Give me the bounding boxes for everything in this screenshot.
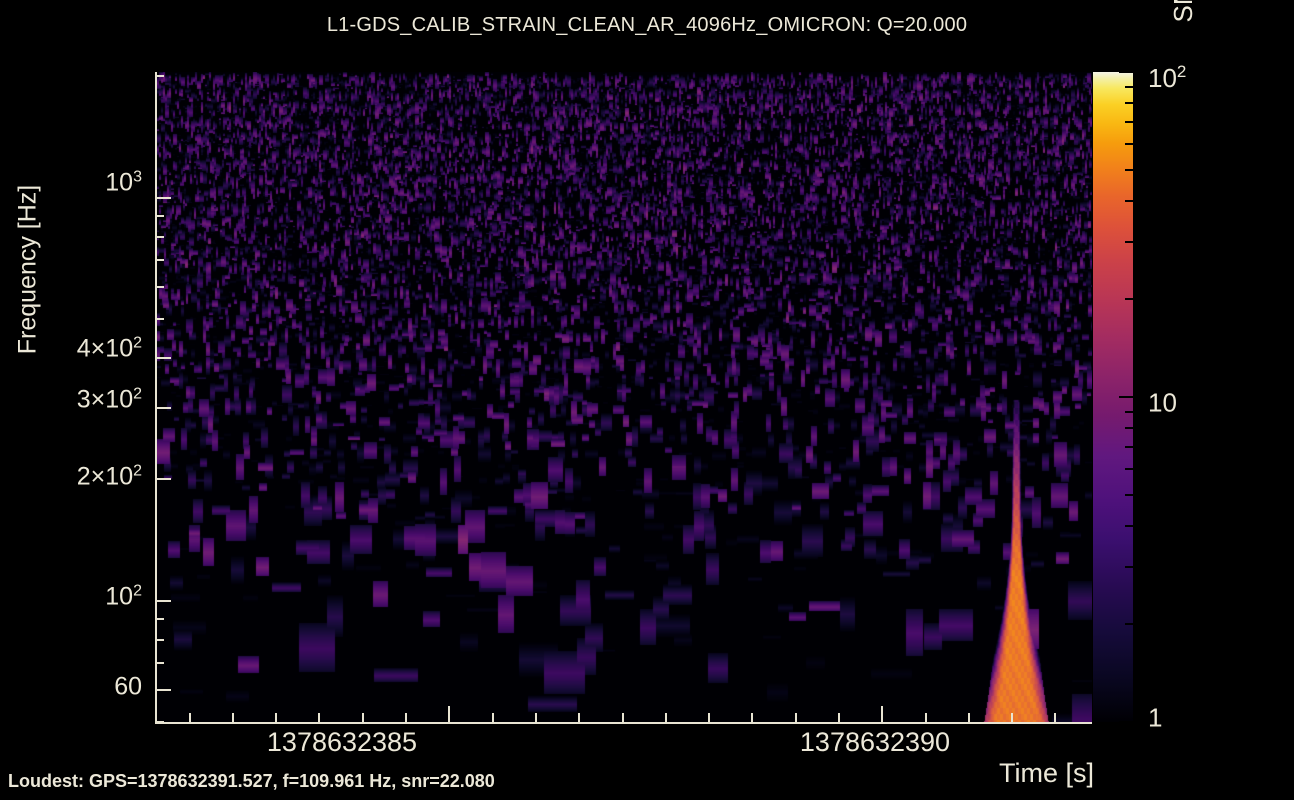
colorbar-tick: [1125, 168, 1133, 171]
colorbar-tick: [1125, 623, 1133, 626]
colorbar-tick: [1125, 427, 1133, 430]
y-axis-title: Frequency [Hz]: [13, 184, 42, 355]
colorbar-tick: [1119, 396, 1133, 398]
x-tick: [837, 713, 840, 722]
x-tick: [188, 713, 191, 722]
colorbar[interactable]: [1093, 71, 1133, 723]
x-tick: [1011, 713, 1014, 722]
x-tick: [708, 713, 711, 722]
loudest-event-status: Loudest: GPS=1378632391.527, f=109.961 H…: [8, 771, 495, 791]
x-tick: [664, 713, 667, 722]
colorbar-title: SNR: [1168, 0, 1199, 60]
colorbar-tick: [1119, 721, 1133, 723]
x-tick: [881, 706, 884, 722]
x-tick: [621, 713, 624, 722]
x-axis-title: Time [s]: [998, 758, 1094, 788]
y-tick: [155, 235, 164, 238]
x-tick: [967, 713, 970, 722]
colorbar-tick: [1125, 121, 1133, 124]
x-tick: [275, 713, 278, 722]
y-tick: [155, 356, 171, 359]
y-tick: [155, 75, 164, 78]
y-tick: [155, 285, 164, 288]
colorbar-tick: [1125, 143, 1133, 146]
colorbar-tick: [1125, 410, 1133, 413]
x-tick: [534, 713, 537, 722]
x-tick: [578, 713, 581, 722]
colorbar-tick: [1119, 71, 1133, 73]
colorbar-tick: [1125, 298, 1133, 301]
colorbar-tick-label: 102: [1148, 62, 1187, 93]
colorbar-tick: [1125, 200, 1133, 203]
colorbar-tick: [1125, 565, 1133, 568]
y-tick-label: 2×102: [76, 462, 142, 491]
colorbar-tick: [1125, 85, 1133, 88]
x-tick: [361, 713, 364, 722]
y-tick: [155, 662, 164, 665]
y-tick-label: 3×102: [76, 385, 142, 414]
y-tick: [155, 638, 164, 641]
y-tick: [155, 407, 171, 410]
y-tick: [155, 258, 164, 261]
spectrogram-image[interactable]: [157, 72, 1092, 722]
y-tick: [155, 689, 171, 692]
colorbar-tick: [1125, 468, 1133, 471]
x-tick: [231, 713, 234, 722]
y-tick-label: 4×102: [76, 334, 142, 363]
figure-title: L1-GDS_CALIB_STRAIN_CLEAN_AR_4096Hz_OMIC…: [326, 14, 968, 36]
x-tick: [405, 713, 408, 722]
y-tick: [155, 317, 164, 320]
x-tick-label: 1378632390: [799, 727, 951, 757]
x-tick: [794, 713, 797, 722]
y-tick-label: 60: [114, 672, 142, 701]
x-tick: [448, 706, 451, 722]
colorbar-tick: [1125, 525, 1133, 528]
y-tick-label: 102: [105, 582, 142, 611]
colorbar-tick-label: 1: [1148, 702, 1163, 733]
colorbar-tick: [1125, 493, 1133, 496]
colorbar-tick: [1125, 102, 1133, 105]
y-tick: [155, 478, 171, 481]
x-tick: [491, 713, 494, 722]
y-tick-label: 103: [105, 168, 142, 197]
y-tick: [155, 599, 171, 602]
colorbar-tick: [1125, 446, 1133, 449]
colorbar-tick: [1125, 240, 1133, 243]
x-tick: [924, 713, 927, 722]
y-tick: [155, 618, 164, 621]
x-tick: [318, 713, 321, 722]
x-tick-label: 1378632385: [266, 727, 418, 757]
y-tick: [155, 214, 164, 217]
x-tick: [1054, 713, 1057, 722]
colorbar-tick-label: 10: [1148, 387, 1177, 418]
y-tick: [155, 721, 164, 723]
plot-area[interactable]: [155, 72, 1092, 724]
x-tick: [751, 713, 754, 722]
y-tick: [155, 196, 171, 199]
